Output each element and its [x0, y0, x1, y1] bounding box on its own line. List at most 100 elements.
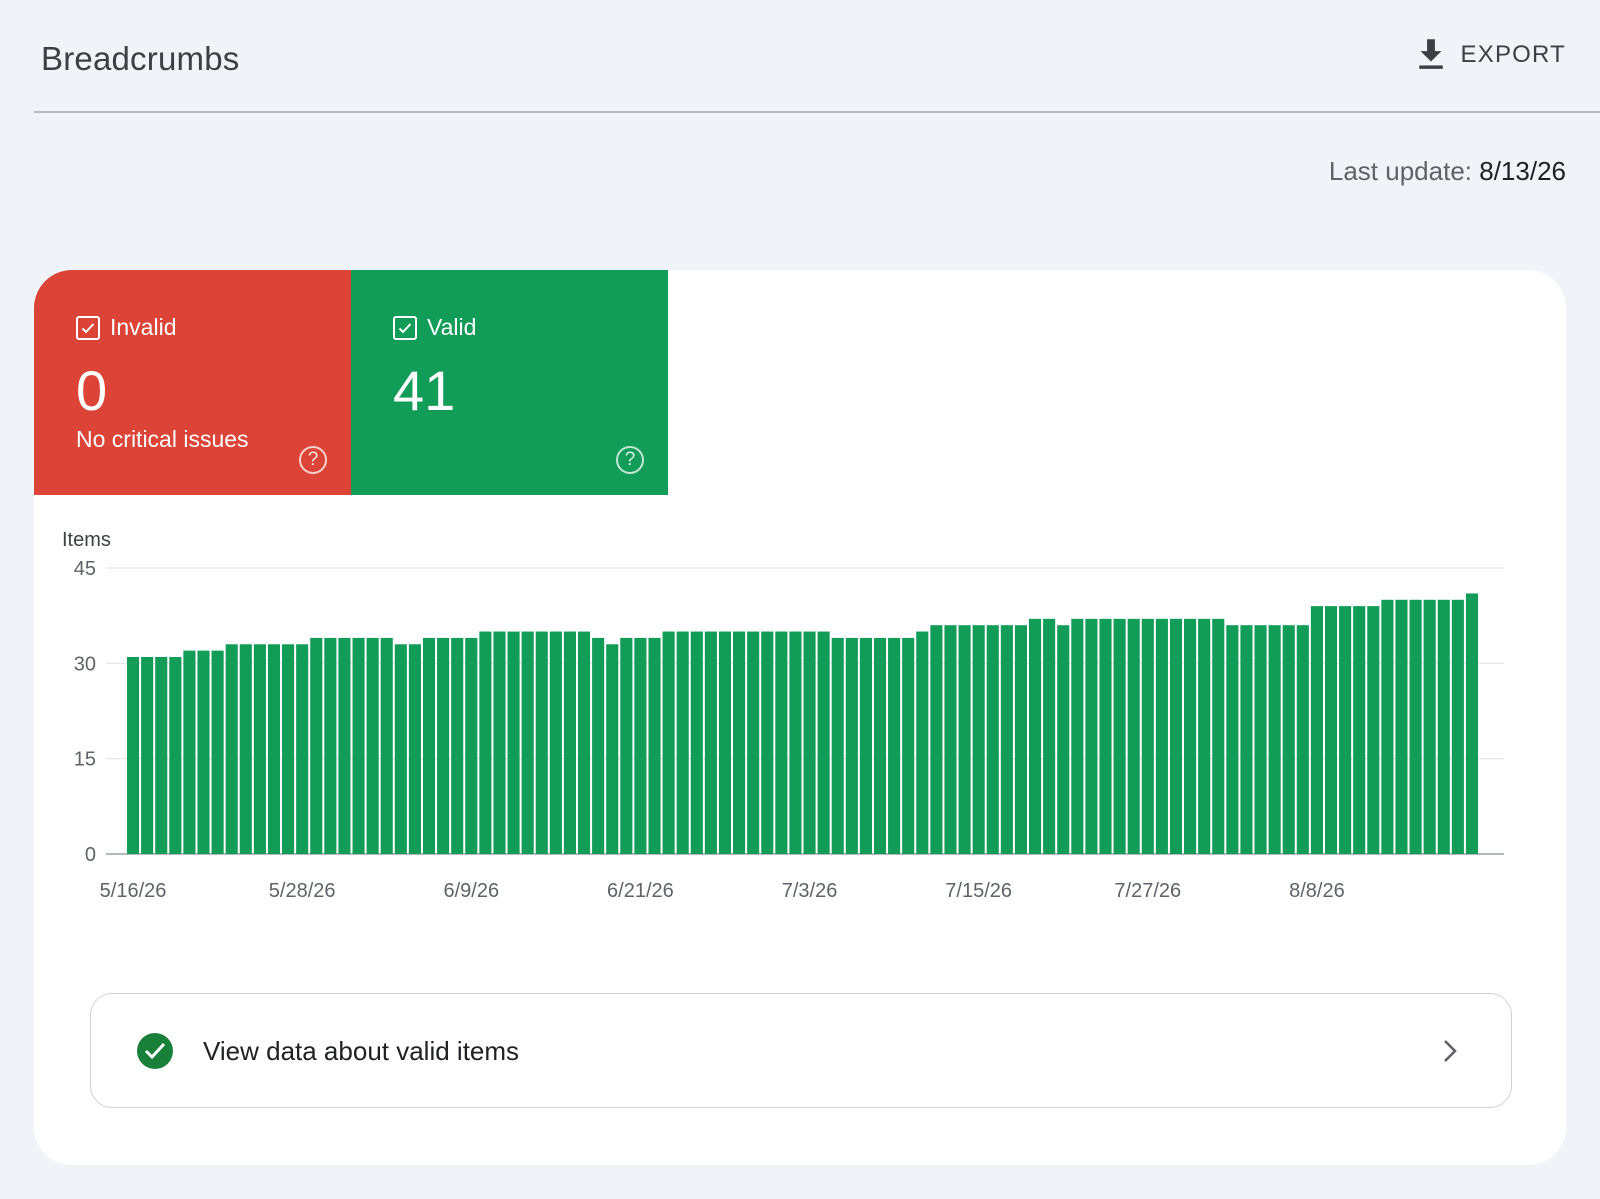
chart-bar[interactable]	[1184, 618, 1197, 854]
chart-bar[interactable]	[789, 631, 802, 854]
chart-bar[interactable]	[169, 656, 182, 854]
chart-bar[interactable]	[521, 631, 534, 854]
chart-bar[interactable]	[296, 644, 309, 854]
chart-bar[interactable]	[451, 637, 464, 854]
chart-bar[interactable]	[1212, 618, 1225, 854]
chart-bar[interactable]	[888, 637, 901, 854]
chart-bar[interactable]	[239, 644, 252, 854]
chart-bar[interactable]	[1057, 625, 1070, 854]
chart-bar[interactable]	[1155, 618, 1168, 854]
chart-bar[interactable]	[1268, 625, 1281, 854]
chart-bar[interactable]	[394, 644, 407, 854]
chart-bar[interactable]	[1240, 625, 1253, 854]
invalid-checkbox-icon[interactable]	[76, 315, 100, 340]
chart-bar[interactable]	[549, 631, 562, 854]
chart-bar[interactable]	[902, 637, 915, 854]
chart-bar[interactable]	[1198, 618, 1211, 854]
chart-bar[interactable]	[1437, 599, 1450, 854]
chart-bar[interactable]	[718, 631, 732, 854]
chart-bar[interactable]	[1113, 618, 1126, 854]
chart-bar[interactable]	[535, 631, 548, 854]
chart-bar[interactable]	[352, 637, 365, 854]
chart-bar[interactable]	[1310, 606, 1323, 854]
chart-bar[interactable]	[493, 631, 506, 854]
chart-bar[interactable]	[1226, 625, 1239, 854]
chart-bar[interactable]	[1339, 606, 1352, 854]
chart-bar[interactable]	[282, 644, 295, 854]
invalid-tile[interactable]: Invalid 0 No critical issues ?	[34, 270, 351, 495]
chart-bar[interactable]	[578, 631, 591, 854]
chart-bar[interactable]	[1014, 625, 1027, 854]
chart-bar[interactable]	[986, 625, 999, 854]
chart-bar[interactable]	[1423, 599, 1436, 854]
chart-bar[interactable]	[1296, 625, 1309, 854]
chart-bar[interactable]	[944, 625, 957, 854]
chart-bar[interactable]	[507, 631, 520, 854]
chart-bar[interactable]	[1085, 618, 1098, 854]
chart-bar[interactable]	[127, 656, 140, 854]
chart-bar[interactable]	[1353, 606, 1366, 854]
chart-bar[interactable]	[1409, 599, 1422, 854]
chart-bar[interactable]	[1451, 599, 1464, 854]
chart-bar[interactable]	[310, 637, 323, 854]
chart-bar[interactable]	[930, 625, 943, 854]
chart-bar[interactable]	[366, 637, 379, 854]
valid-tile[interactable]: Valid 41 ?	[351, 270, 668, 495]
chart-bar[interactable]	[1000, 625, 1013, 854]
chart-bar[interactable]	[634, 637, 647, 854]
chart-bar[interactable]	[662, 631, 675, 854]
chart-bar[interactable]	[676, 631, 689, 854]
chart-bar[interactable]	[155, 656, 168, 854]
chart-bar[interactable]	[1324, 606, 1338, 854]
chart-bar[interactable]	[225, 644, 238, 854]
chart-bar[interactable]	[324, 637, 337, 854]
chart-bar[interactable]	[1381, 599, 1394, 854]
chart-bar[interactable]	[690, 631, 703, 854]
chart-bar[interactable]	[1465, 593, 1478, 854]
chart-bar[interactable]	[648, 637, 661, 854]
chart-bar[interactable]	[620, 637, 633, 854]
chart-bar[interactable]	[197, 650, 210, 854]
chart-bar[interactable]	[1043, 618, 1056, 854]
chart-bar[interactable]	[592, 637, 605, 854]
chart-bar[interactable]	[704, 631, 717, 854]
chart-bar[interactable]	[408, 644, 421, 854]
chart-bar[interactable]	[183, 650, 196, 854]
chart-bar[interactable]	[267, 644, 281, 854]
chart-bar[interactable]	[916, 631, 929, 854]
chart-bar[interactable]	[831, 637, 844, 854]
chart-bar[interactable]	[563, 631, 576, 854]
chart-bar[interactable]	[422, 637, 436, 854]
chart-bar[interactable]	[845, 637, 858, 854]
chart-bar[interactable]	[141, 656, 154, 854]
chart-bar[interactable]	[817, 631, 830, 854]
chart-bar[interactable]	[733, 631, 746, 854]
chart-bar[interactable]	[803, 631, 816, 854]
view-valid-items-link[interactable]: View data about valid items	[90, 993, 1512, 1108]
chart-bar[interactable]	[479, 631, 492, 854]
chart-bar[interactable]	[972, 625, 985, 854]
chart-bar[interactable]	[1254, 625, 1267, 854]
chart-bar[interactable]	[437, 637, 450, 854]
chart-bar[interactable]	[606, 644, 619, 854]
chart-bar[interactable]	[747, 631, 760, 854]
chart-bar[interactable]	[1127, 618, 1140, 854]
valid-checkbox-icon[interactable]	[393, 315, 417, 340]
chart-bar[interactable]	[1029, 618, 1042, 854]
chart-bar[interactable]	[761, 631, 774, 854]
chart-bar[interactable]	[1367, 606, 1380, 854]
invalid-help-icon[interactable]: ?	[299, 446, 327, 474]
export-button[interactable]: EXPORT	[1415, 38, 1566, 72]
chart-bar[interactable]	[958, 625, 971, 854]
chart-bar[interactable]	[1282, 625, 1295, 854]
chart-bar[interactable]	[1141, 618, 1154, 854]
chart-bar[interactable]	[1395, 599, 1408, 854]
chart-bar[interactable]	[1169, 618, 1183, 854]
chart-bar[interactable]	[253, 644, 266, 854]
chart-bar[interactable]	[775, 631, 788, 854]
chart-bar[interactable]	[338, 637, 351, 854]
chart-bar[interactable]	[211, 650, 224, 854]
chart-bar[interactable]	[859, 637, 872, 854]
chart-bar[interactable]	[873, 637, 887, 854]
chart-bar[interactable]	[1099, 618, 1112, 854]
